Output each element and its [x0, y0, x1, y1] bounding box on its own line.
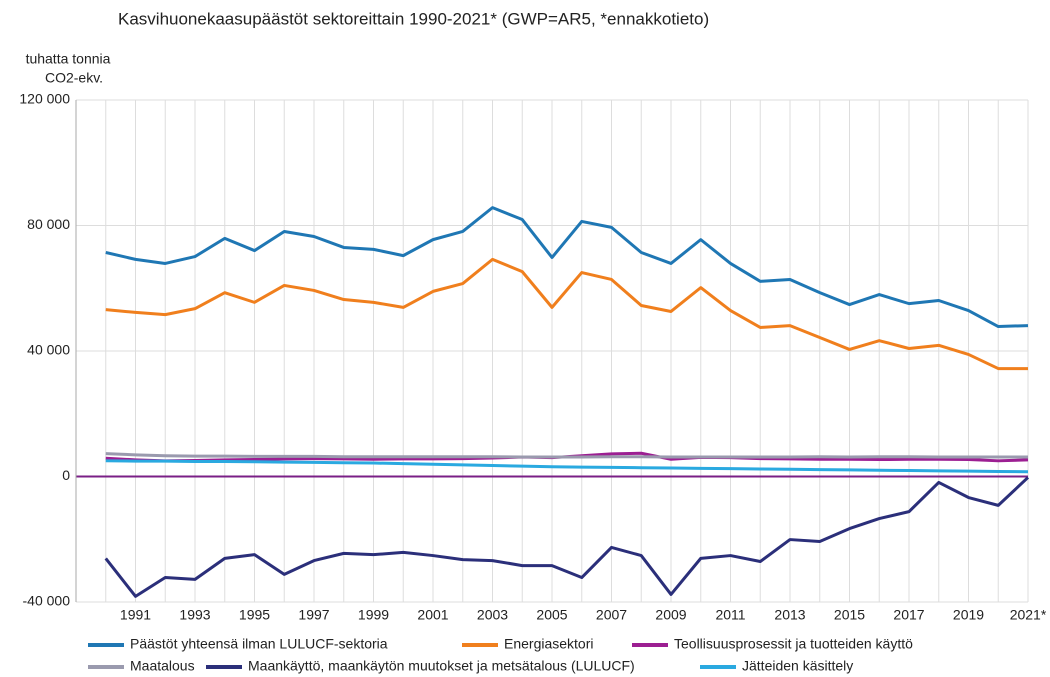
legend-label: Päästöt yhteensä ilman LULUCF-sektoria [130, 636, 388, 652]
series-line [105, 459, 1029, 474]
series-line [104, 476, 1030, 598]
legend-label: Jätteiden käsittely [742, 658, 853, 674]
series-line [105, 452, 1028, 459]
y-tick-label: 120 000 [19, 91, 70, 107]
series-line [105, 257, 1028, 371]
x-tick-label: 2021* [1010, 607, 1047, 623]
x-tick-label: 2007 [596, 607, 627, 623]
y-tick-label: -40 000 [23, 593, 71, 609]
x-tick-label: 1999 [358, 607, 389, 623]
x-tick-label: 1991 [120, 607, 151, 623]
chart-title: Kasvihuonekaasupäästöt sektoreittain 199… [118, 9, 709, 28]
x-tick-label: 2015 [834, 607, 865, 623]
series-line [105, 206, 1029, 329]
legend-label: Teollisuusprosessit ja tuotteiden käyttö [674, 636, 913, 652]
x-tick-label: 2009 [655, 607, 686, 623]
x-tick-label: 2013 [774, 607, 805, 623]
y-tick-label: 80 000 [27, 216, 70, 232]
x-tick-label: 1993 [179, 607, 210, 623]
x-tick-label: 1995 [239, 607, 270, 623]
x-tick-label: 2001 [417, 607, 448, 623]
legend-label: Maatalous [130, 658, 195, 674]
y-axis-label: tuhatta tonnia [26, 51, 111, 67]
x-tick-label: 2017 [893, 607, 924, 623]
legend-label: Energiasektori [504, 636, 594, 652]
x-tick-label: 2003 [477, 607, 508, 623]
x-tick-label: 2005 [536, 607, 567, 623]
y-axis-label: CO2-ekv. [45, 70, 103, 86]
legend-label: Maankäyttö, maankäytön muutokset ja mets… [248, 658, 635, 674]
y-tick-label: 40 000 [27, 342, 70, 358]
x-tick-label: 2019 [953, 607, 984, 623]
x-tick-label: 1997 [298, 607, 329, 623]
y-tick-label: 0 [62, 467, 70, 483]
x-tick-label: 2011 [715, 607, 745, 623]
